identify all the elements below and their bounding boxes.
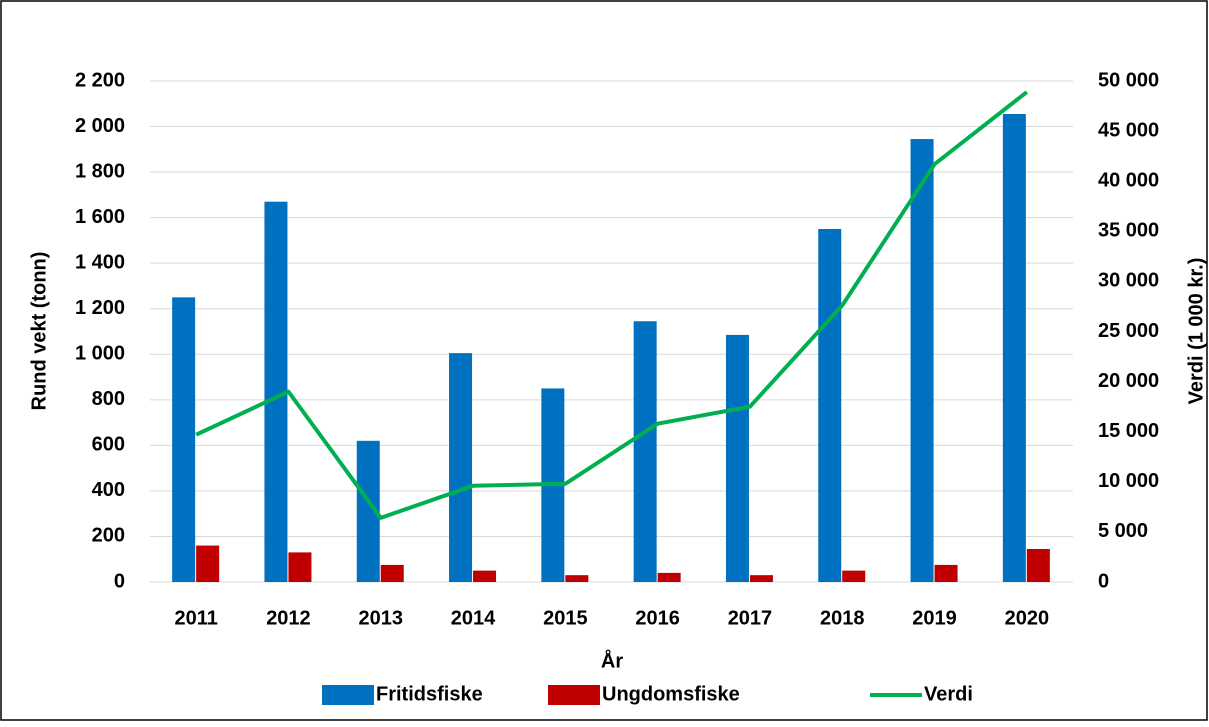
bar: [749, 575, 773, 582]
y-tick-label: 800: [92, 388, 125, 410]
x-tick-label: 2018: [820, 607, 865, 629]
y-tick-label: 200: [92, 525, 125, 547]
y-tick-label: 0: [114, 570, 125, 592]
bar: [356, 440, 380, 582]
line: [195, 90, 1029, 520]
bar: [633, 321, 657, 582]
y-tick-label: 400: [92, 479, 125, 501]
x-tick-label: 2019: [912, 607, 957, 629]
y2-tick-label: 25 000: [1098, 320, 1159, 342]
y2-tick-label: 0: [1098, 570, 1109, 592]
y2-tick-label: 15 000: [1098, 420, 1159, 442]
bar: [172, 297, 196, 582]
bar: [264, 201, 288, 583]
bar: [910, 139, 934, 583]
y-tick-label: 2 000: [75, 115, 125, 137]
legend-swatch: [322, 685, 374, 705]
y2-axis-label: Verdi (1 000 kr.): [1185, 258, 1207, 405]
y-axis-label: Rund vekt (tonn): [28, 252, 50, 411]
y-tick-label: 1 800: [75, 160, 125, 182]
bar: [1026, 548, 1050, 582]
bar: [288, 552, 312, 582]
x-tick-label: 2011: [174, 607, 217, 629]
y-tick-label: 1 400: [75, 251, 125, 273]
y2-tick-label: 5 000: [1098, 520, 1148, 542]
bar: [934, 564, 958, 582]
bar: [196, 545, 220, 582]
legend-label: Verdi: [924, 683, 973, 705]
x-axis-label: År: [601, 648, 623, 672]
y-tick-label: 2 200: [75, 69, 125, 91]
x-tick-label: 2013: [359, 607, 404, 629]
x-tick-label: 2017: [728, 607, 773, 629]
x-tick-label: 2012: [266, 607, 311, 629]
legend-swatch: [548, 685, 600, 705]
y2-tick-label: 10 000: [1098, 470, 1159, 492]
y-tick-label: 1 000: [75, 343, 125, 365]
bar: [818, 229, 842, 583]
y-tick-label: 1 600: [75, 206, 125, 228]
y-tick-label: 1 200: [75, 297, 125, 319]
x-tick-label: 2015: [543, 607, 588, 629]
y2-tick-label: 30 000: [1098, 270, 1159, 292]
y2-tick-label: 45 000: [1098, 119, 1159, 141]
y2-tick-label: 35 000: [1098, 220, 1159, 242]
legend-label: Ungdomsfiske: [602, 683, 740, 705]
bar: [449, 353, 473, 582]
y2-tick-label: 50 000: [1098, 69, 1159, 91]
y2-tick-label: 20 000: [1098, 370, 1159, 392]
y2-tick-label: 40 000: [1098, 169, 1159, 191]
bar: [1002, 114, 1026, 583]
bar: [473, 570, 497, 582]
bar: [725, 334, 749, 582]
x-tick-label: 2016: [635, 607, 680, 629]
x-tick-label: 2020: [1005, 607, 1050, 629]
bar: [565, 575, 589, 582]
y-tick-label: 600: [92, 434, 125, 456]
legend-label: Fritidsfiske: [376, 683, 483, 705]
bar: [657, 572, 681, 582]
x-tick-label: 2014: [451, 607, 496, 629]
bar: [380, 564, 404, 582]
bar: [842, 570, 866, 582]
